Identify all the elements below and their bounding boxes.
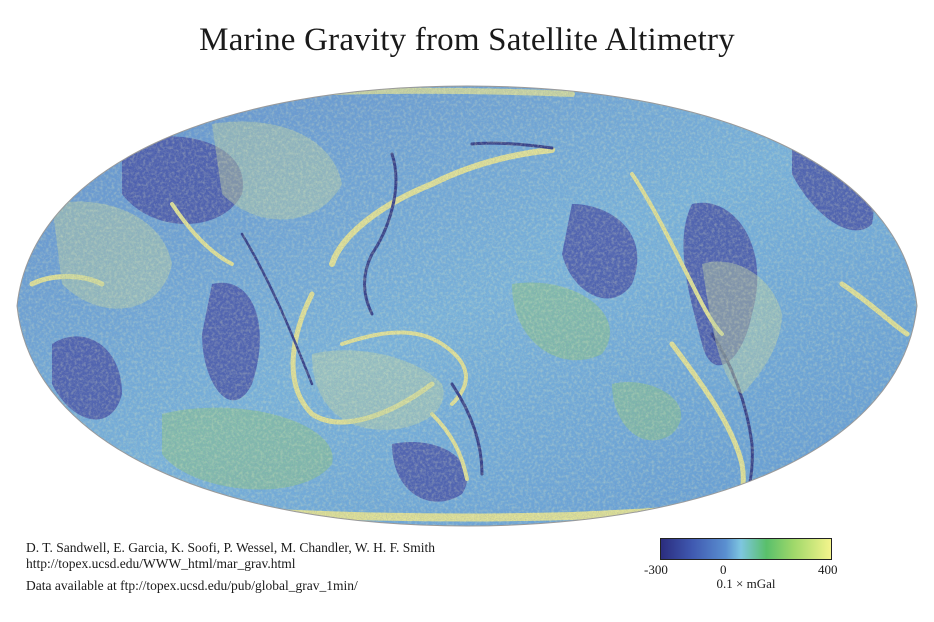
globe-outline — [16, 85, 918, 527]
colorbar — [660, 538, 832, 560]
color-legend: -300 0 400 0.1 × mGal — [644, 538, 838, 592]
gravity-map — [12, 84, 922, 528]
gravity-map-svg — [16, 85, 918, 527]
credits-url[interactable]: http://topex.ucsd.edu/WWW_html/mar_grav.… — [26, 556, 296, 571]
credits-authors: D. T. Sandwell, E. Garcia, K. Soofi, P. … — [26, 540, 436, 555]
map-surface — [17, 86, 917, 526]
credits-data-source[interactable]: Data available at ftp://topex.ucsd.edu/p… — [26, 578, 358, 593]
credits-block: D. T. Sandwell, E. Garcia, K. Soofi, P. … — [26, 540, 435, 594]
tick-mid: 0 — [720, 562, 727, 577]
tick-min: -300 — [644, 562, 668, 577]
colorbar-unit: 0.1 × mGal — [716, 576, 776, 591]
colorbar-ticks: -300 0 400 — [644, 560, 838, 577]
map-title: Marine Gravity from Satellite Altimetry — [199, 22, 735, 58]
tick-max: 400 — [818, 562, 838, 577]
